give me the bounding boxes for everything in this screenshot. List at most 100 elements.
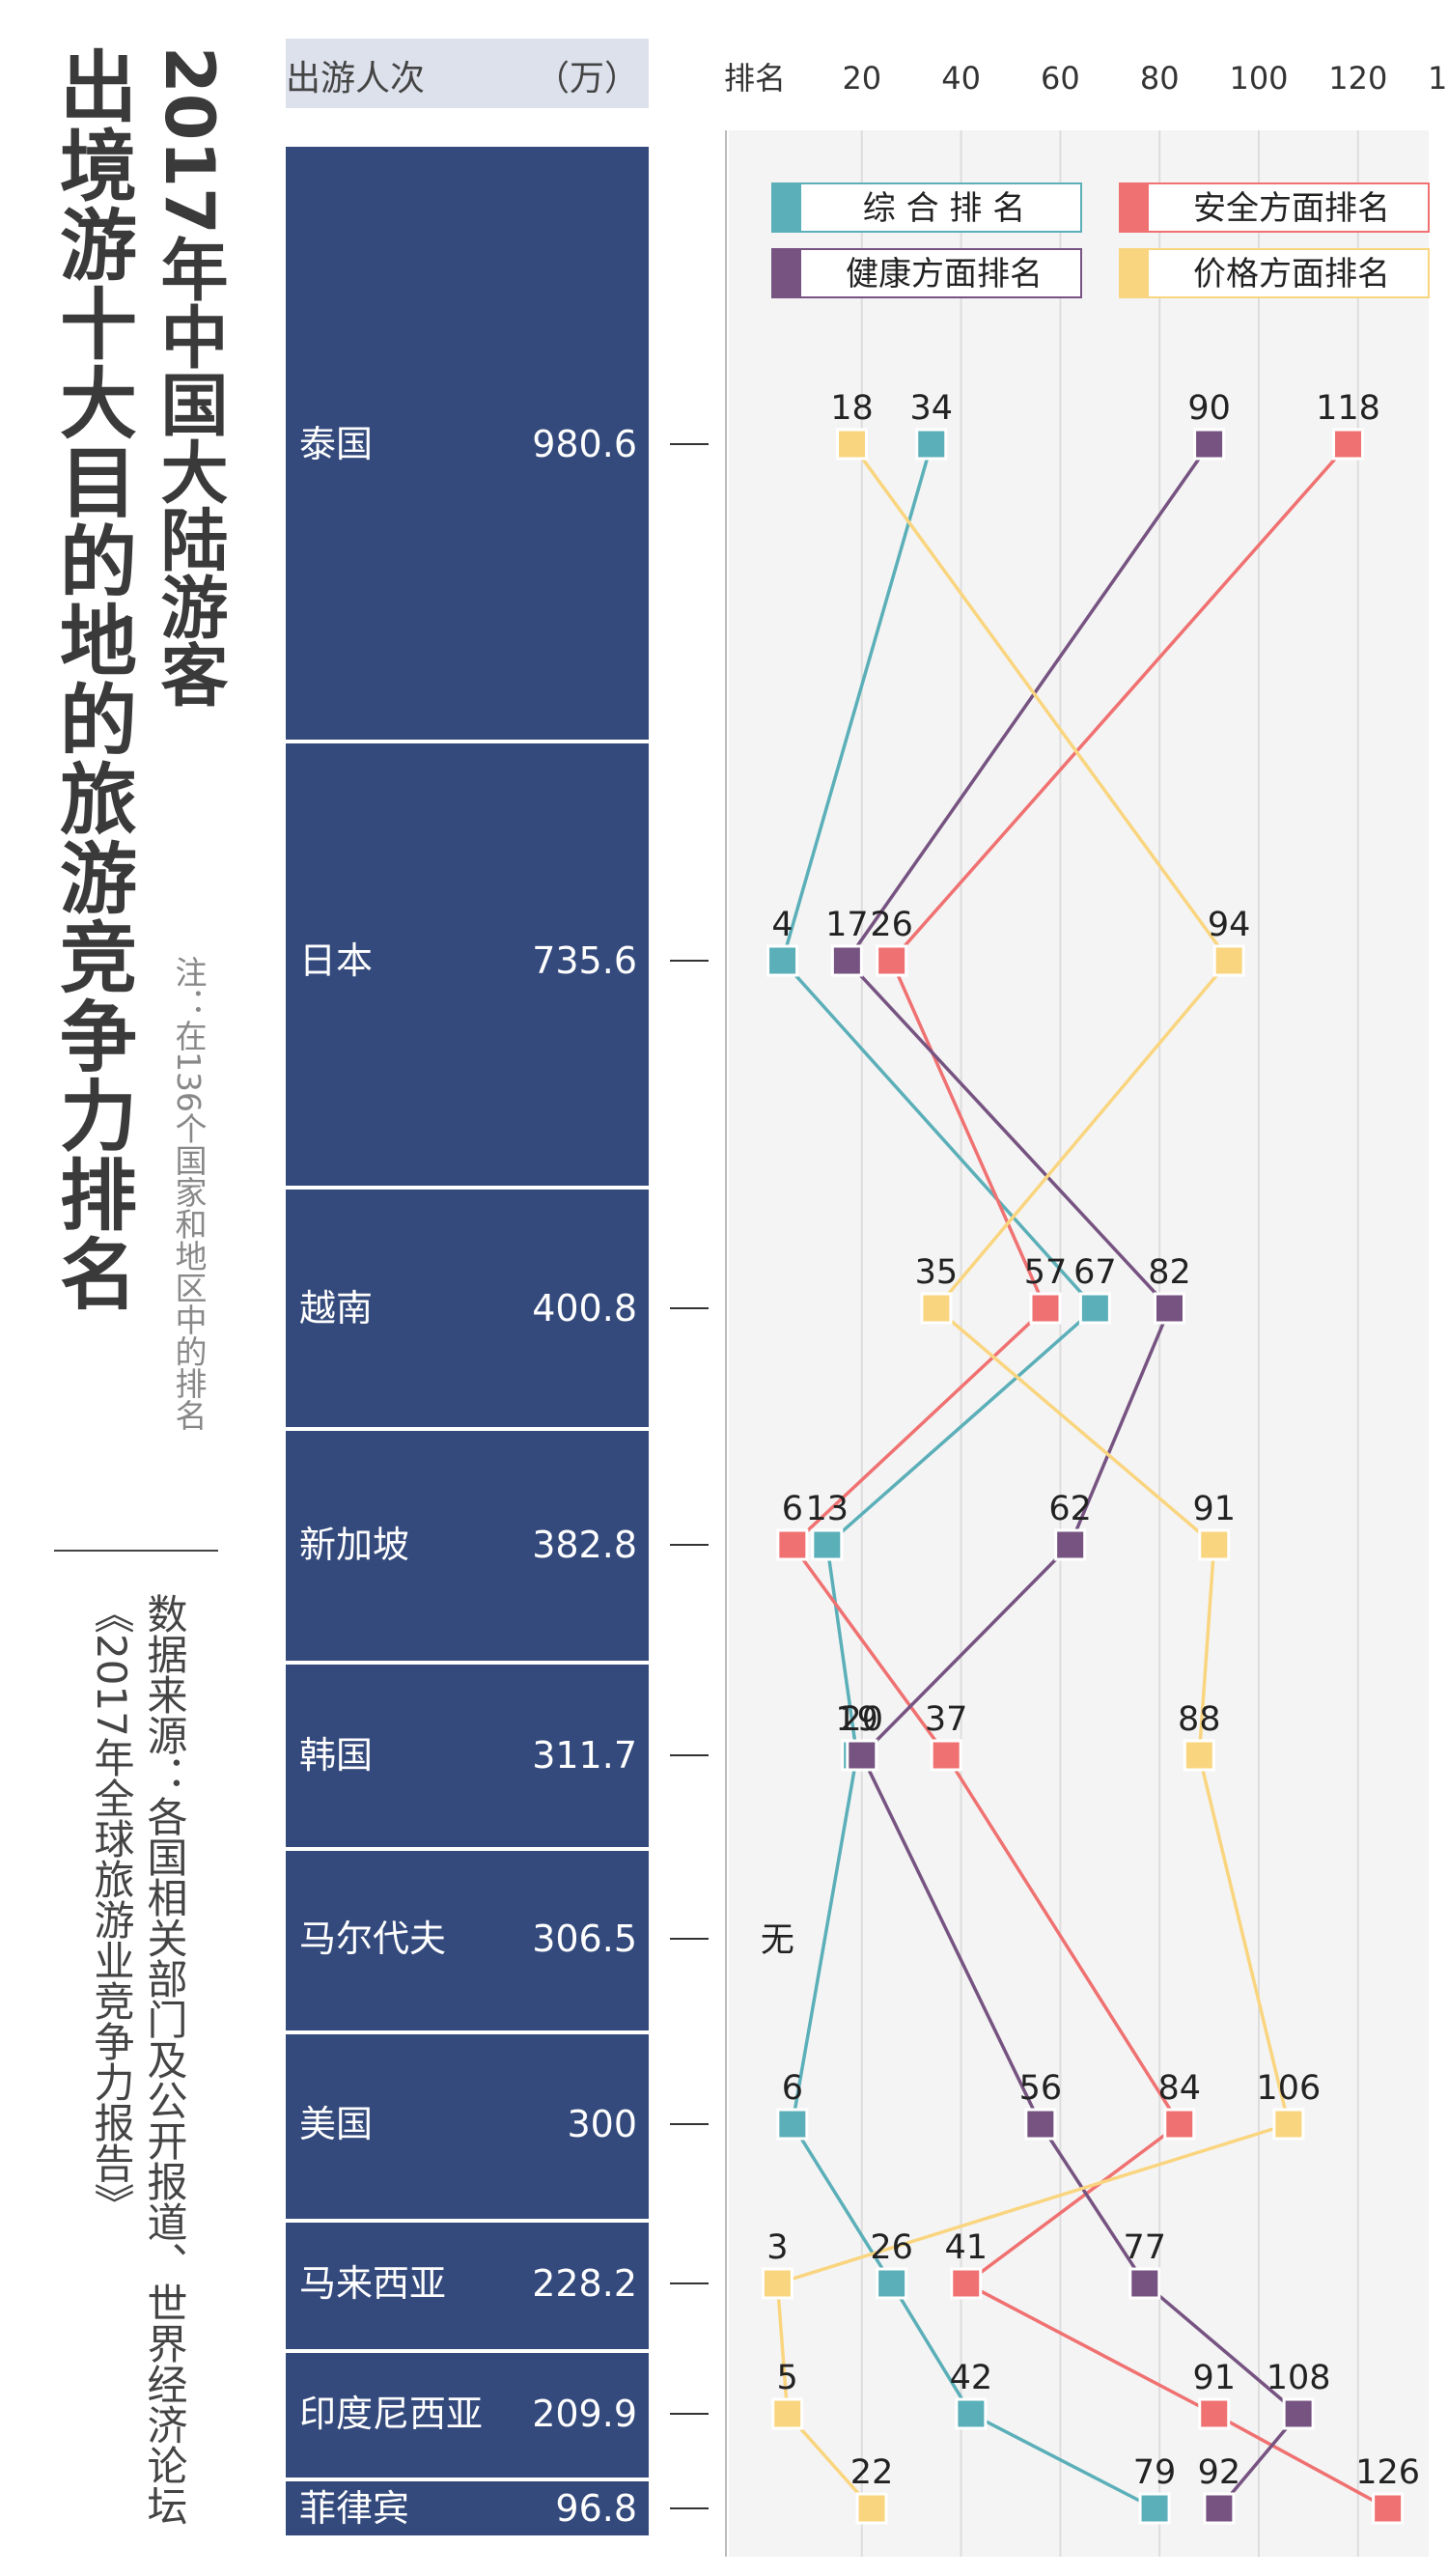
data-point-price xyxy=(771,2397,804,2430)
data-label-overall: 6 xyxy=(782,2069,803,2108)
data-label-safety: 126 xyxy=(1355,2453,1420,2492)
data-label-price: 22 xyxy=(850,2453,894,2492)
country-label: 新加坡 xyxy=(299,1524,409,1566)
data-label-overall: 26 xyxy=(870,2228,913,2267)
data-label-health: 82 xyxy=(1148,1253,1191,1292)
data-point-price xyxy=(1183,1739,1215,1772)
legend-label-price: 价格方面排名 xyxy=(1193,255,1390,294)
legend-box-price xyxy=(1119,248,1430,298)
data-point-overall xyxy=(876,2267,908,2300)
data-point-safety xyxy=(1198,2397,1231,2430)
data-point-overall xyxy=(766,944,799,977)
visitor-bar xyxy=(286,2353,649,2478)
data-label-health: 62 xyxy=(1048,1490,1092,1528)
legend-box-health xyxy=(771,248,1082,298)
axis-tick-label: 120 xyxy=(1328,60,1387,97)
divider xyxy=(54,1550,218,1552)
data-label-price: 91 xyxy=(1192,1490,1236,1528)
data-label-overall: 79 xyxy=(1133,2453,1177,2492)
visitor-value: 300 xyxy=(567,2103,637,2145)
country-label: 日本 xyxy=(299,939,373,982)
visitor-bar xyxy=(286,1851,649,2030)
data-label-overall: 67 xyxy=(1073,1253,1117,1292)
data-point-health xyxy=(1153,1292,1185,1325)
visitor-value: 96.8 xyxy=(555,2487,637,2530)
data-label-overall: 19 xyxy=(835,1700,878,1739)
legend-swatch-safety xyxy=(1120,183,1149,232)
legend-box-overall xyxy=(771,182,1082,233)
data-label-health: 90 xyxy=(1187,389,1231,428)
data-point-health xyxy=(1128,2267,1161,2300)
value-labels: 3446713196264279118265763784419112690178… xyxy=(761,389,1420,2492)
data-label-price: 18 xyxy=(830,389,874,428)
legend-label-safety: 安全方面排名 xyxy=(1193,189,1390,228)
visitor-bar xyxy=(286,1190,649,1427)
data-label-health: 20 xyxy=(841,1700,884,1739)
subtitle: 2017年中国大陆游客 xyxy=(150,46,229,708)
legend-swatch-overall xyxy=(772,183,801,232)
data-point-safety xyxy=(1163,2108,1196,2141)
axis-tick-label: 140 xyxy=(1428,60,1448,97)
data-label-safety: 91 xyxy=(1192,2359,1236,2397)
data-label-health: 92 xyxy=(1198,2453,1241,2492)
visitor-value: 311.7 xyxy=(532,1734,637,1777)
visitor-bar xyxy=(286,2034,649,2219)
visitor-value: 980.6 xyxy=(532,423,637,465)
visitor-bars: 泰国 980.6 日本 735.6 越南 400.8 新加坡 382.8 韩国 311.7 马尔代夫… xyxy=(286,147,709,2535)
country-label: 越南 xyxy=(299,1287,373,1330)
data-point-overall xyxy=(915,428,948,461)
country-label: 菲律宾 xyxy=(299,2487,409,2530)
visitor-header-label: 出游人次 xyxy=(286,59,426,98)
data-label-safety: 84 xyxy=(1157,2069,1201,2108)
data-label-safety: 37 xyxy=(925,1700,968,1739)
data-label-health: 17 xyxy=(825,906,869,944)
source-text: 数据来源：各国相关部门及公开报道、世界经济论坛《2017年全球旅游业竞争力报告》 xyxy=(88,1593,188,2526)
no-data-label: 无 xyxy=(761,1921,794,1960)
visitor-value: 382.8 xyxy=(532,1524,637,1566)
country-label: 马来西亚 xyxy=(299,2262,446,2305)
data-point-overall xyxy=(776,2108,809,2141)
legend-swatch-health xyxy=(772,249,801,297)
data-label-price: 35 xyxy=(915,1253,959,1292)
plot-area xyxy=(725,130,1429,2557)
data-label-price: 5 xyxy=(777,2359,798,2397)
axis-tick-label: 60 xyxy=(1041,60,1080,97)
data-point-overall xyxy=(955,2397,988,2430)
data-point-health xyxy=(1193,428,1226,461)
main-title: 出境游十大目的地的旅游竞争力排名 xyxy=(47,46,137,1313)
data-point-price xyxy=(1272,2108,1305,2141)
data-label-price: 3 xyxy=(766,2228,788,2267)
visitor-bar xyxy=(286,147,649,740)
data-point-health xyxy=(1203,2492,1236,2525)
data-point-health xyxy=(1282,2397,1315,2430)
data-point-overall xyxy=(1138,2492,1171,2525)
data-point-safety xyxy=(1372,2492,1405,2525)
data-point-safety xyxy=(1029,1292,1062,1325)
legend-swatch-price xyxy=(1120,249,1149,297)
data-point-price xyxy=(920,1292,953,1325)
visitor-bar xyxy=(286,1665,649,1847)
note-text: 注：在136个国家和地区中的排名 xyxy=(170,956,208,1431)
data-point-price xyxy=(855,2492,888,2525)
legend-label-health: 健康方面排名 xyxy=(846,255,1043,294)
axis-tick-label: 20 xyxy=(842,60,881,97)
data-label-price: 88 xyxy=(1178,1700,1221,1739)
data-point-health xyxy=(830,944,863,977)
data-point-health xyxy=(1054,1528,1087,1561)
series-markers xyxy=(761,428,1405,2525)
visitor-bar xyxy=(286,2481,649,2535)
visitor-bar xyxy=(286,2223,649,2349)
data-label-price: 106 xyxy=(1256,2069,1321,2108)
data-label-safety: 118 xyxy=(1316,389,1380,428)
data-point-price xyxy=(1212,944,1245,977)
data-label-health: 77 xyxy=(1124,2228,1167,2267)
data-label-safety: 6 xyxy=(782,1490,803,1528)
country-label: 韩国 xyxy=(299,1734,373,1777)
data-label-overall: 13 xyxy=(806,1490,849,1528)
visitor-header-unit: （万） xyxy=(534,59,639,98)
rank-axis: 排名 20 40 60 80 100 120 140 xyxy=(724,60,1448,97)
visitor-value: 228.2 xyxy=(532,2262,637,2305)
country-label: 马尔代夫 xyxy=(299,1918,446,1960)
data-label-health: 108 xyxy=(1267,2359,1331,2397)
